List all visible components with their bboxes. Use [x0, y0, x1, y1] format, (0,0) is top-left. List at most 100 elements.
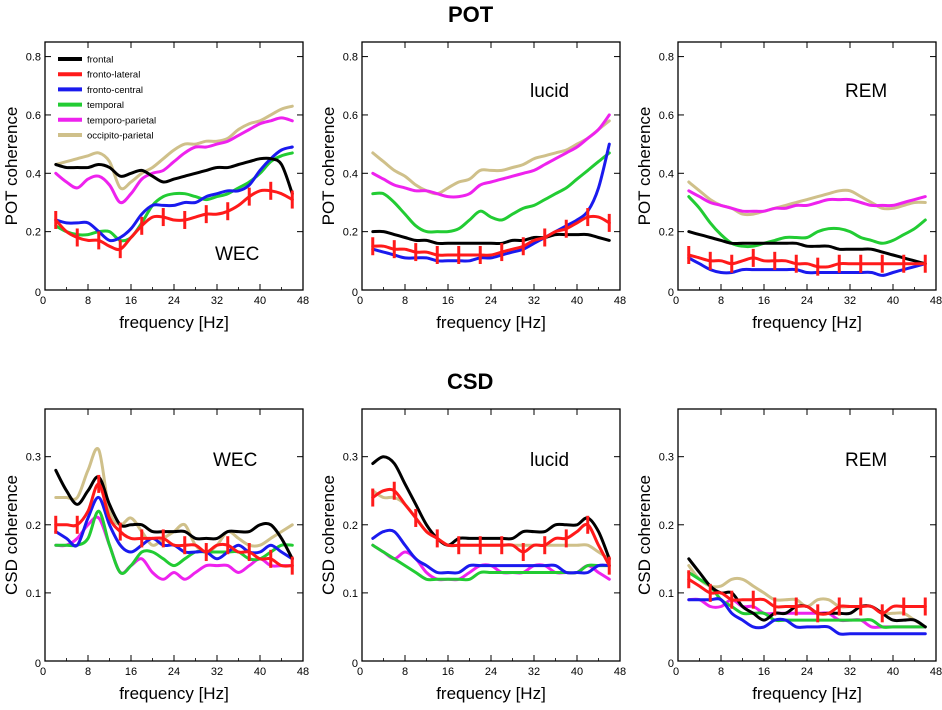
series-line-fronto-lateral [371, 214, 611, 257]
series-line-frontal [687, 557, 927, 629]
series-line-temporo-parietal [371, 113, 611, 199]
y-tick-label: 0.6 [343, 110, 358, 122]
legend-item-occipito-parietal: occipito-parietal [58, 131, 154, 142]
series-line-fronto-lateral [687, 253, 927, 269]
x-axis-label: frequency [Hz] [436, 684, 546, 703]
series-line-fronto-central [687, 597, 927, 636]
x-tick-label: 16 [758, 295, 770, 307]
y-tick-label: 0.2 [343, 520, 358, 532]
x-tick-label: 32 [211, 666, 223, 678]
series-group [371, 455, 611, 582]
y-axis-label: POT coherence [2, 107, 21, 226]
x-tick-label: 16 [758, 666, 770, 678]
series-line-temporal [54, 509, 294, 575]
y-axis-label: POT coherence [635, 107, 654, 226]
x-tick-label: 0 [673, 295, 679, 307]
series-line-temporo-parietal [687, 189, 927, 213]
series-line-temporal [687, 571, 927, 629]
series-line-fronto-lateral [371, 487, 611, 568]
y-tick-label: 0 [352, 287, 358, 299]
series-line-fronto-central [371, 528, 611, 575]
y-tick-label: 0.1 [659, 588, 674, 600]
chart-csd-rem: 0 8 16 24 32 40 48 0 0.1 0.2 0.3 frequency [Hz] CSD … [635, 408, 942, 703]
y-tick-label: 0 [35, 287, 41, 299]
condition-label: WEC [213, 450, 257, 471]
x-tick-label: 8 [85, 295, 91, 307]
plot-frame [44, 408, 304, 662]
y-tick-label: 0.1 [26, 588, 41, 600]
x-tick-label: 0 [40, 666, 46, 678]
series-line-fronto-central [687, 256, 927, 277]
y-tick-label: 0.2 [26, 227, 41, 239]
y-axis-label: CSD coherence [319, 475, 338, 595]
x-tick-label: 16 [442, 295, 454, 307]
fronto-lateral-errorbars [54, 181, 294, 259]
x-tick-label: 16 [125, 666, 137, 678]
y-tick-label: 0.2 [659, 520, 674, 532]
series-line-occipito-parietal [54, 104, 294, 191]
y-tick-label: 0.4 [343, 168, 358, 180]
fronto-lateral-errorbars [687, 245, 927, 276]
y-axis-label: POT coherence [319, 107, 338, 226]
series-line-fronto-lateral [54, 482, 294, 568]
x-axis-label: frequency [Hz] [436, 313, 546, 332]
x-tick-label: 32 [844, 295, 856, 307]
x-tick-label: 32 [528, 666, 540, 678]
legend-label: fronto-central [87, 85, 143, 96]
condition-label: lucid [530, 450, 569, 471]
y-tick-label: 0.4 [659, 168, 674, 180]
chart-pot-rem: 0 8 16 24 32 40 48 0 0.2 0.4 0.6 0.8 frequency [Hz] P… [635, 41, 942, 332]
y-tick-label: 0.4 [26, 168, 41, 180]
series-group [54, 447, 294, 581]
x-tick-label: 8 [85, 666, 91, 678]
condition-label: lucid [530, 81, 569, 102]
x-tick-label: 8 [718, 295, 724, 307]
x-axis-label: frequency [Hz] [119, 684, 229, 703]
x-tick-label: 8 [402, 666, 408, 678]
x-axis-label: frequency [Hz] [752, 684, 862, 703]
chart-pot-lucid: 0 8 16 24 32 40 48 0 0.2 0.4 0.6 0.8 frequency [Hz] P… [319, 41, 626, 332]
x-tick-label: 48 [930, 666, 942, 678]
series-group [687, 180, 927, 277]
x-tick-label: 24 [801, 666, 813, 678]
x-tick-label: 48 [930, 295, 942, 307]
x-tick-label: 40 [571, 295, 583, 307]
y-tick-label: 0.8 [659, 52, 674, 64]
y-tick-label: 0.6 [26, 110, 41, 122]
x-tick-label: 32 [844, 666, 856, 678]
x-tick-label: 48 [297, 295, 309, 307]
y-tick-label: 0.3 [26, 452, 41, 464]
series-line-fronto-central [54, 145, 294, 243]
x-tick-label: 40 [254, 295, 266, 307]
legend-label: fronto-lateral [87, 70, 140, 81]
legend: frontal fronto-lateral fronto-central tempo… [58, 55, 156, 142]
series-line-occipito-parietal [687, 180, 927, 217]
chart-csd-wec: 0 8 16 24 32 40 48 0 0.1 0.2 0.3 frequency [Hz] CSD … [2, 408, 309, 703]
series-line-frontal [687, 230, 927, 266]
x-tick-label: 48 [614, 295, 626, 307]
plot-frame [361, 408, 621, 662]
x-tick-label: 0 [357, 666, 363, 678]
x-tick-label: 16 [442, 666, 454, 678]
x-tick-label: 24 [168, 666, 180, 678]
series-line-temporo-parietal [54, 116, 294, 205]
series-line-frontal [54, 156, 294, 196]
y-tick-label: 0.2 [659, 227, 674, 239]
y-tick-label: 0 [352, 658, 358, 670]
series-line-occipito-parietal [371, 119, 611, 196]
x-tick-label: 40 [887, 295, 899, 307]
x-tick-label: 48 [614, 666, 626, 678]
chart-pot-wec: 0 8 16 24 32 40 48 0 0.2 0.4 0.6 0.8 frequency [Hz] P… [2, 41, 309, 332]
x-axis-label: frequency [Hz] [119, 313, 229, 332]
series-line-frontal [371, 455, 611, 561]
x-tick-label: 0 [357, 295, 363, 307]
y-tick-label: 0.6 [659, 110, 674, 122]
x-axis-label: frequency [Hz] [752, 313, 862, 332]
section-title-pot: POT [448, 2, 494, 27]
fronto-lateral-errorbars [54, 474, 294, 575]
y-axis-label: CSD coherence [635, 475, 654, 595]
x-tick-label: 8 [402, 295, 408, 307]
plot-frame [677, 41, 937, 291]
condition-label: REM [845, 81, 887, 102]
